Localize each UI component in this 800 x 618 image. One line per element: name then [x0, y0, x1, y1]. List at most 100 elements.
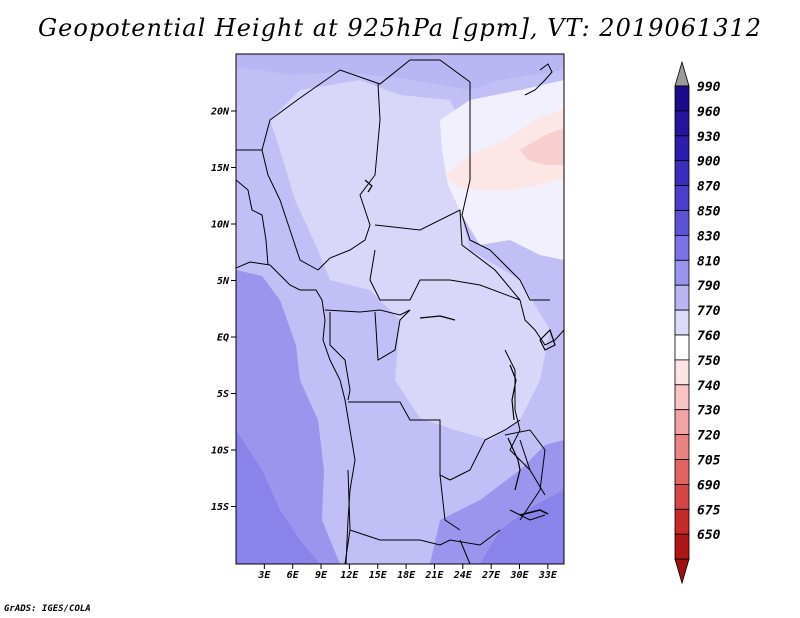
colorbar-label: 830	[697, 229, 721, 244]
lat-tick-label: 10S	[211, 446, 229, 457]
border-line	[509, 509, 546, 521]
colorbar-label: 690	[697, 478, 721, 493]
border-line	[519, 439, 546, 496]
colorbar-label: 790	[697, 279, 721, 294]
border-line	[374, 209, 521, 301]
border-line	[236, 179, 269, 266]
lake-outline	[539, 328, 556, 351]
border-line	[236, 59, 471, 151]
lon-tick-label: 15E	[369, 570, 388, 581]
colorbar-label: 900	[697, 155, 721, 170]
border-line	[329, 312, 351, 401]
border-line	[459, 539, 471, 564]
colorbar-swatch	[674, 334, 690, 361]
lat-tick-label: 5S	[217, 389, 229, 400]
border-line	[504, 429, 546, 521]
map-frame	[235, 53, 565, 565]
colorbar-label: 960	[697, 105, 721, 120]
lon-tick-label: 21E	[424, 570, 444, 581]
colorbar-label: 705	[697, 454, 721, 469]
colorbar-label: 740	[697, 379, 721, 394]
border-line	[461, 82, 550, 301]
border-line	[504, 349, 531, 471]
field-region-north-strip	[236, 54, 564, 90]
field-region-central-light	[270, 80, 550, 440]
colorbar-label: 720	[697, 429, 721, 444]
colorbar-bottom-arrow	[674, 558, 690, 585]
coastline	[524, 63, 553, 96]
lon-tick-label: 6E	[287, 570, 300, 581]
longitude-axis: 3E 6E 9E 12E 15E 18E 21E 24E 27E 30E 33E	[257, 564, 558, 581]
colorbar-swatch	[674, 434, 690, 460]
colorbar-swatch	[674, 259, 690, 286]
lon-tick-label: 3E	[257, 570, 271, 581]
border-line	[349, 529, 501, 546]
lon-tick-label: 12E	[340, 570, 359, 581]
lon-tick-label: 33E	[538, 570, 558, 581]
colorbar-swatch	[674, 409, 690, 436]
colorbar-label: 675	[697, 503, 721, 518]
colorbar-swatch	[674, 110, 690, 137]
field-region-northeast-pink	[445, 108, 564, 190]
border-line	[519, 299, 564, 346]
border-line	[374, 309, 411, 361]
colorbar-swatch	[674, 234, 690, 261]
colorbar-label: 730	[697, 404, 721, 419]
colorbar-swatch	[674, 384, 690, 411]
colorbar-swatch	[674, 284, 690, 311]
colorbar-swatch	[674, 185, 690, 211]
border-line	[449, 419, 521, 481]
colorbar-label: 850	[697, 205, 721, 220]
lake-outline	[507, 437, 521, 491]
lat-tick-label: 5N	[217, 276, 230, 287]
colorbar: 990 960 930 900 870 850 830 810 790 770 760 750 740 7…	[674, 60, 721, 585]
field-region-southwest-darker	[236, 430, 320, 564]
colorbar-swatch	[674, 459, 690, 485]
border-line	[348, 401, 451, 481]
colorbar-swatch	[674, 135, 690, 162]
colorbar-label: 930	[697, 130, 721, 145]
colorbar-label: 650	[697, 528, 721, 543]
lat-tick-label: EQ	[217, 333, 229, 344]
colorbar-swatch	[674, 309, 690, 336]
lon-tick-label: 9E	[315, 570, 328, 581]
colorbar-swatch	[674, 359, 690, 386]
colorbar-top-arrow	[674, 60, 690, 87]
colorbar-swatch	[674, 160, 690, 186]
lat-tick-label: 20N	[210, 107, 230, 118]
colorbar-label: 770	[697, 304, 721, 319]
lat-tick-label: 15N	[211, 163, 230, 174]
colorbar-swatch	[674, 533, 690, 560]
lon-tick-label: 18E	[397, 570, 416, 581]
lake-outline	[419, 315, 456, 321]
lon-tick-label: 24E	[453, 570, 473, 581]
lat-tick-label: 15S	[211, 502, 229, 513]
lake-outline	[509, 364, 517, 421]
border-line	[261, 149, 319, 271]
colorbar-label: 750	[697, 354, 721, 369]
map-title: Geopotential Height at 925hPa [gpm], VT:…	[38, 14, 762, 42]
field-region-southeast-darker	[480, 490, 564, 564]
lon-tick-label: 30E	[509, 570, 529, 581]
coastline	[236, 261, 356, 564]
colorbar-label: 990	[697, 80, 721, 95]
colorbar-swatch	[674, 85, 690, 112]
colorbar-swatch	[674, 483, 690, 510]
colorbar-label: 810	[697, 254, 721, 269]
latitude-axis: 20N 15N 10N 5N EQ 5S 10S 15S	[210, 107, 236, 513]
border-line	[369, 249, 521, 301]
colorbar-swatch	[674, 508, 690, 535]
colorbar-swatch	[674, 210, 690, 236]
credit-text: GrADS: IGES/COLA	[4, 604, 91, 614]
lon-tick-label: 27E	[481, 570, 501, 581]
field-region-northeast-pink-core	[520, 128, 564, 165]
lake-outline	[519, 509, 549, 516]
border-line	[317, 83, 381, 271]
colorbar-label: 870	[697, 180, 721, 195]
height-field	[236, 54, 564, 564]
lake-outline	[364, 179, 373, 193]
border-line	[324, 309, 411, 316]
border-line	[439, 474, 461, 531]
country-borders	[236, 59, 564, 564]
